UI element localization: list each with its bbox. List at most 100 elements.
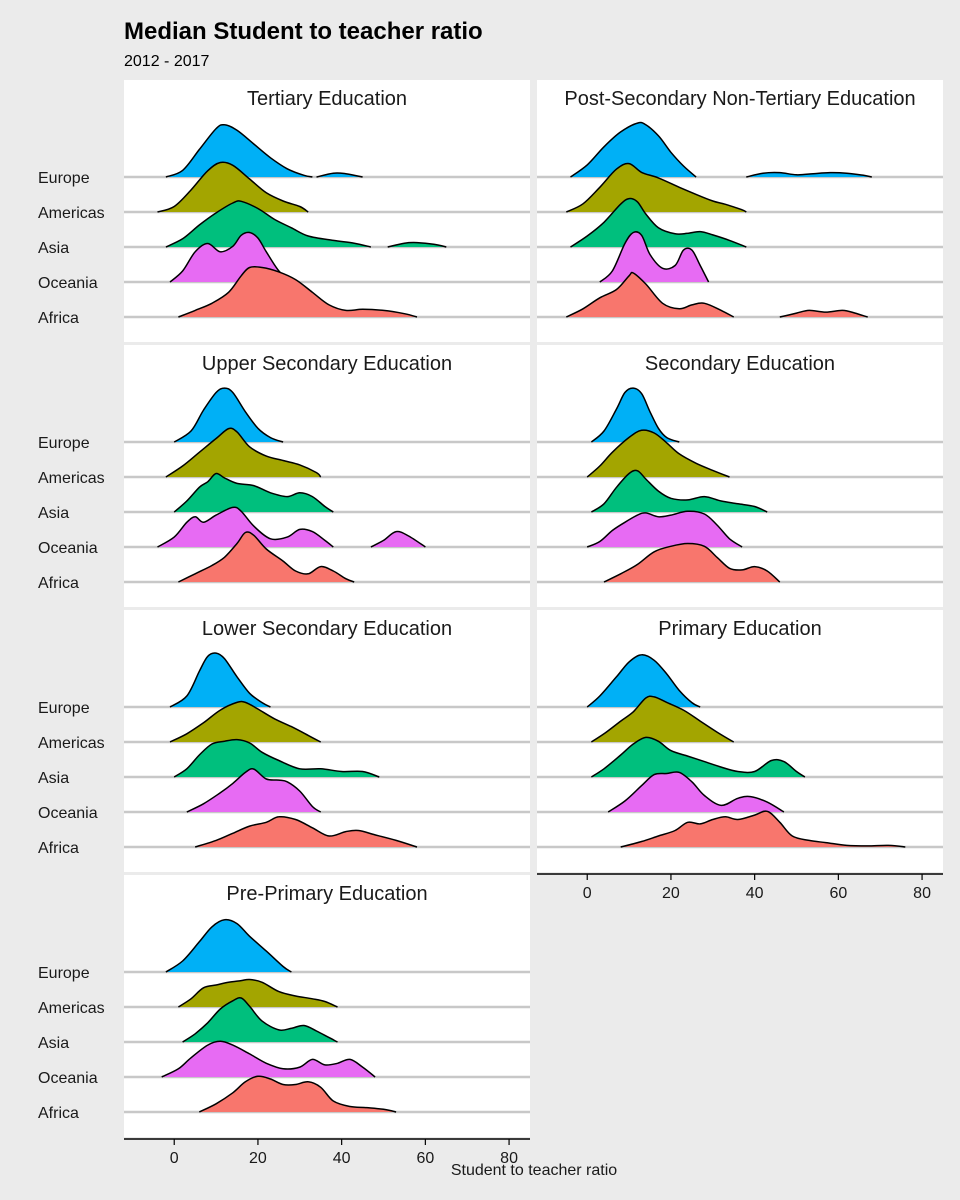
ridge-outline-asia (387, 241, 447, 248)
ridge-fill-oceania (186, 768, 321, 812)
ridge-fill-europe (174, 388, 284, 442)
ridge-outline-europe (316, 172, 363, 178)
region-label-oceania: Oceania (38, 540, 98, 557)
ridge-fill-oceania (587, 511, 743, 547)
ridge-fill-europe (165, 919, 292, 972)
ridge-fill-africa (566, 272, 734, 317)
ridge-fill-oceania (157, 507, 334, 547)
x-tick-label: 40 (746, 885, 764, 902)
region-label-americas: Americas (38, 470, 105, 487)
ridge-fill-asia (174, 473, 334, 512)
ridge-outline-americas (169, 700, 322, 743)
ridge-outline-oceania (607, 771, 785, 813)
ridge-fill-europe (170, 652, 271, 707)
ridge-outline-oceania (157, 506, 334, 548)
x-tick-label: 20 (249, 1150, 267, 1167)
ridge-fill-europe (570, 122, 697, 177)
ridge-outline-europe (165, 123, 313, 178)
x-axis-pre-primary-education: 0 20 40 60 80 (124, 1138, 530, 1167)
ridge-outline-africa (194, 815, 418, 848)
ridge-outline-europe (586, 654, 701, 708)
chart-title: Median Student to teacher ratio (124, 18, 483, 45)
ridge-fill-africa (604, 543, 780, 582)
ridge-outline-africa (198, 1075, 397, 1113)
x-tick-label: 20 (662, 885, 680, 902)
x-axis-title: Student to teacher ratio (451, 1162, 617, 1179)
region-label-asia: Asia (38, 770, 69, 787)
panel-lower-secondary-education: Lower Secondary Education Europe Americas A… (38, 610, 530, 872)
panel-upper-secondary-education: Upper Secondary Education Europe Americas A… (38, 345, 530, 607)
region-label-europe: Europe (38, 170, 90, 187)
ridge-outline-asia (590, 469, 768, 513)
ridge-fill-oceania (599, 231, 709, 282)
x-axes: 0 20 40 60 80 0 20 40 60 80 (124, 873, 943, 1167)
ridge-outline-africa (779, 309, 868, 318)
ridge-outline-europe (590, 387, 680, 443)
ridge-fill-americas (178, 979, 338, 1007)
x-tick-label: 80 (500, 1150, 518, 1167)
ridge-outline-africa (178, 531, 355, 583)
ridge-outline-europe (173, 387, 284, 443)
ridge-outline-americas (590, 695, 735, 743)
region-label-americas: Americas (38, 205, 105, 222)
ridge-fill-europe (165, 124, 313, 177)
ridge-outline-asia (570, 197, 747, 248)
region-label-oceania: Oceania (38, 1070, 98, 1087)
x-axis-primary-education: 0 20 40 60 80 (537, 873, 943, 902)
ridge-fill-oceania (370, 531, 426, 547)
ridge-fill-americas (591, 696, 734, 742)
ridge-fill-americas (587, 430, 730, 477)
ridge-outline-americas (157, 161, 309, 213)
ridge-outline-europe (570, 121, 697, 178)
panel-secondary-education: Secondary Education (537, 345, 943, 607)
region-label-americas: Americas (38, 1000, 105, 1017)
ridge-fill-africa (195, 816, 417, 847)
ridge-outline-americas (177, 978, 338, 1008)
region-label-asia: Asia (38, 1035, 69, 1052)
region-label-asia: Asia (38, 505, 69, 522)
ridge-outline-americas (586, 429, 730, 478)
region-label-oceania: Oceania (38, 275, 98, 292)
ridge-outline-oceania (370, 530, 426, 548)
ridge-outline-europe (746, 171, 872, 178)
ridge-outline-asia (590, 736, 806, 778)
ridge-outline-oceania (599, 231, 710, 283)
x-tick-label: 60 (416, 1150, 434, 1167)
region-label-africa: Africa (38, 840, 79, 857)
x-tick-label: 60 (829, 885, 847, 902)
ridge-outline-oceania (586, 510, 743, 548)
region-label-europe: Europe (38, 435, 90, 452)
ridge-outline-asia (173, 472, 334, 513)
region-label-americas: Americas (38, 735, 105, 752)
chart-subtitle: 2012 - 2017 (124, 53, 210, 70)
ridge-outline-africa (565, 271, 735, 318)
ridge-outline-asia (165, 200, 372, 248)
ridge-outline-africa (620, 810, 906, 848)
region-label-africa: Africa (38, 575, 79, 592)
ridge-outline-asia (182, 997, 338, 1043)
ridge-fill-asia (174, 739, 380, 777)
ridge-fill-americas (566, 163, 747, 212)
ridge-fill-americas (165, 428, 321, 477)
ridge-outline-oceania (169, 231, 292, 283)
ridge-fill-africa (178, 266, 417, 317)
ridge-outline-europe (165, 918, 292, 973)
ridge-fill-africa (620, 811, 906, 847)
panel-title: Upper Secondary Education (202, 353, 452, 375)
panel-post-secondary-non-tertiary-education: Post-Secondary Non-Tertiary Education (537, 80, 943, 342)
panel-title: Pre-Primary Education (226, 883, 427, 905)
ridge-fill-oceania (608, 771, 784, 812)
panel-title: Primary Education (658, 618, 821, 640)
ridge-outline-americas (165, 427, 322, 478)
panel-pre-primary-education: Pre-Primary Education Europe Americas Asia O… (38, 875, 530, 1137)
panel-title: Tertiary Education (247, 88, 407, 110)
ridge-fill-europe (591, 388, 680, 442)
ridge-fill-africa (199, 1076, 397, 1112)
ridge-fill-asia (570, 198, 747, 247)
ridge-fill-europe (316, 172, 363, 177)
facet-panels: Tertiary Education Europe Americas Asia Ocea… (38, 80, 943, 1137)
region-label-asia: Asia (38, 240, 69, 257)
region-label-africa: Africa (38, 1105, 79, 1122)
panel-primary-education: Primary Education (537, 610, 943, 872)
ridge-outline-europe (169, 652, 271, 708)
